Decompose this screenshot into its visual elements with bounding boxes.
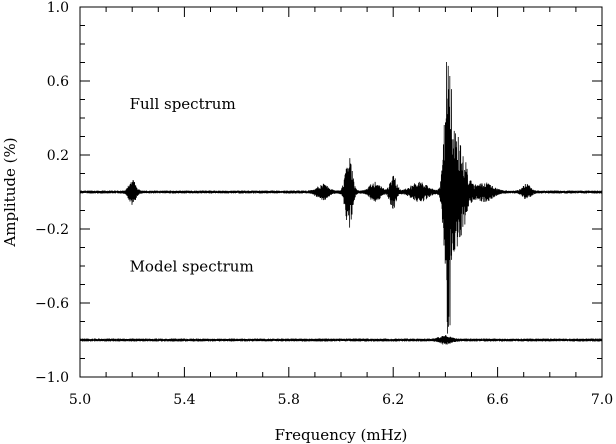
y-axis-title: Amplitude (%) xyxy=(1,137,19,247)
x-tick-label: 5.4 xyxy=(173,392,195,408)
annotation-label: Model spectrum xyxy=(130,258,254,276)
x-tick-label: 7.0 xyxy=(591,392,613,408)
annotations: Full spectrum Model spectrum xyxy=(130,95,254,276)
x-tick-label: 6.6 xyxy=(486,392,508,408)
y-tick-label: 1.0 xyxy=(47,0,69,16)
x-tick-label: 5.0 xyxy=(69,392,91,408)
y-tick-label: −0.2 xyxy=(35,222,69,238)
plot-frame xyxy=(79,6,603,378)
y-tick-label: −1.0 xyxy=(35,370,69,386)
annotation-label: Full spectrum xyxy=(130,95,236,113)
y-tick-label: −0.6 xyxy=(35,296,69,312)
x-tick-label: 5.8 xyxy=(278,392,300,408)
x-tick-label: 6.2 xyxy=(382,392,404,408)
model-spectrum-trace xyxy=(79,335,603,345)
x-axis-title: Frequency (mHz) xyxy=(275,426,408,444)
y-tick-label: 0.2 xyxy=(47,148,69,164)
full-spectrum-trace xyxy=(79,62,603,334)
tick-labels: 5.0 5.4 5.8 6.2 6.6 7.0 −1.0 −0.6 −0.2 0.2 0.6 1.0 xyxy=(35,0,613,408)
axis-ticks xyxy=(79,6,603,378)
traces xyxy=(79,62,603,345)
y-tick-label: 0.6 xyxy=(47,74,69,90)
